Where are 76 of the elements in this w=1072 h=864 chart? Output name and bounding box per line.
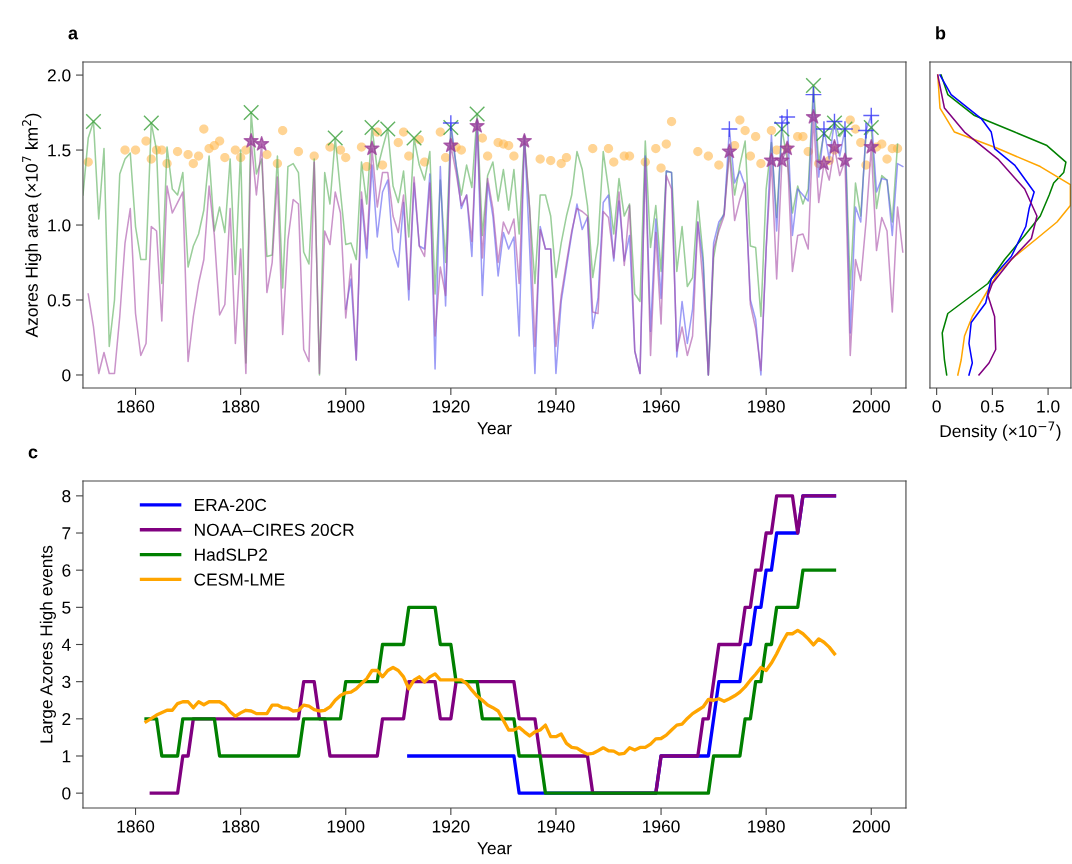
x-tick-label: 1960 [643, 400, 680, 413]
legend-label: NOAA–CIRES 20CR [194, 523, 354, 536]
legend-label: CESM-LME [194, 573, 285, 586]
y-tick-label: 6 [62, 564, 71, 577]
y-tick-label: 3 [62, 675, 71, 689]
x-tick-label: 1900 [327, 400, 365, 413]
y-axis-title: Azores High area (×10$^{7}$ km$^{2}$) [22, 113, 42, 338]
x-tick-label: 0.5 [980, 400, 1004, 413]
x-axis-title: Year [477, 842, 512, 855]
point [143, 115, 160, 132]
y-tick-label: 8 [62, 490, 71, 503]
x-tick-label: 0 [932, 400, 941, 413]
point [837, 152, 853, 168]
point [804, 85, 823, 104]
point [773, 121, 790, 138]
point [364, 140, 380, 156]
x-tick-label: 1940 [537, 820, 575, 833]
x-tick-label: 1880 [222, 400, 260, 413]
x-tick-label: 1.0 [1037, 400, 1060, 413]
point [243, 133, 259, 148]
x-tick-label: 1920 [432, 820, 470, 833]
point [442, 114, 460, 132]
x-tick-label: 1860 [117, 400, 155, 413]
x-tick-label: 1900 [327, 820, 365, 833]
point [516, 133, 533, 148]
x-tick-label: 1980 [748, 820, 785, 833]
y-tick-label: 0.5 [47, 294, 71, 307]
y-tick-label: 2.0 [47, 69, 71, 82]
legend-label: HadSLP2 [194, 548, 268, 561]
point [863, 139, 879, 154]
point [805, 109, 822, 124]
line-series [144, 568, 837, 795]
x-tick-label: 1980 [748, 400, 785, 413]
x-axis-title: Year [477, 422, 512, 435]
y-tick-label: 1 [62, 750, 71, 763]
point [254, 136, 270, 151]
x-tick-label: 2000 [852, 820, 890, 833]
y-tick-label: 1.0 [48, 219, 71, 232]
point [774, 152, 790, 168]
y-tick-label: 2 [62, 712, 71, 726]
point [721, 143, 737, 159]
point [327, 130, 344, 147]
y-tick-label: 4 [61, 638, 71, 651]
x-tick-label: 1880 [222, 820, 260, 833]
point [815, 125, 832, 142]
point [442, 119, 459, 136]
point [443, 137, 459, 153]
point [85, 113, 102, 130]
x-tick-label: 1940 [537, 400, 575, 413]
line-series [144, 628, 837, 756]
point [805, 77, 822, 94]
y-axis-title: Large Azores High events [39, 545, 56, 743]
y-tick-label: 0 [62, 369, 71, 382]
point [857, 121, 875, 140]
chart-title: a [68, 29, 79, 40]
x-axis-title: Density (×10$^{−7}$) [940, 421, 1061, 441]
point [406, 130, 423, 147]
point [469, 118, 485, 133]
point [863, 119, 880, 136]
x-tick-label: 1920 [432, 400, 470, 413]
point [469, 106, 486, 123]
x-tick-label: 1860 [117, 820, 155, 833]
y-tick-label: 1.5 [48, 144, 71, 157]
y-tick-label: 0 [62, 787, 71, 800]
point [816, 155, 832, 171]
chart-title: b [936, 26, 946, 40]
chart-title: c [28, 448, 38, 459]
point [826, 139, 843, 154]
point [720, 120, 738, 138]
point [243, 104, 260, 121]
legend-label: ERA-20C [194, 498, 267, 512]
y-tick-label: 5 [62, 601, 71, 614]
y-tick-label: 7 [62, 527, 71, 540]
x-tick-label: 2000 [852, 400, 890, 413]
x-tick-label: 1960 [643, 820, 680, 833]
point [862, 106, 880, 125]
